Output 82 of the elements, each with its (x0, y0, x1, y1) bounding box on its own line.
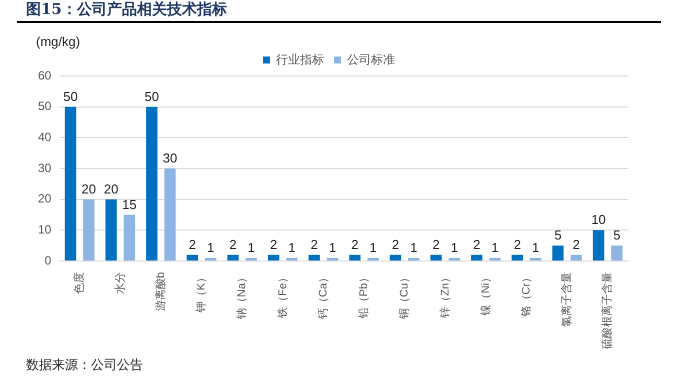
bar (570, 254, 582, 260)
x-tick-label: 氯离子含量 (560, 272, 574, 327)
y-tick-label: 40 (38, 130, 52, 144)
data-label: 5 (554, 228, 562, 243)
bar (204, 258, 216, 260)
bar (326, 258, 338, 260)
bar (489, 258, 501, 260)
bar (164, 168, 176, 260)
bar (552, 246, 564, 260)
y-tick-label: 50 (38, 99, 52, 114)
bar (512, 254, 523, 260)
x-tick-label: 铁（Fe） (276, 272, 289, 319)
x-tick-label: 镍（Ni） (480, 272, 492, 316)
data-label: 2 (188, 236, 196, 252)
data-label: 1 (370, 240, 377, 255)
legend-label: 公司标准 (347, 52, 395, 66)
data-label: 2 (392, 236, 400, 252)
x-tick-label: 游离酸b (154, 272, 167, 312)
bar (105, 199, 117, 260)
data-label: 50 (63, 88, 78, 104)
y-axis-title: (mg/kg) (36, 34, 80, 49)
data-label: 2 (310, 236, 318, 252)
x-tick-label: 钙（Ca） (317, 272, 330, 320)
bar (83, 199, 94, 260)
chart-title: 图15：公司产品相关技术指标 (26, 0, 227, 19)
data-label: 1 (491, 240, 499, 255)
bar (390, 254, 402, 260)
x-tick-label: 钾（K） (196, 272, 208, 314)
data-label: 1 (207, 240, 214, 255)
data-label: 2 (270, 236, 278, 252)
data-label: 50 (144, 88, 159, 104)
bar (349, 254, 361, 260)
y-tick-label: 30 (38, 160, 52, 175)
x-tick-label: 铜（Cu） (398, 272, 411, 320)
x-tick-label: 铬（Cr） (520, 272, 532, 318)
data-label: 1 (328, 240, 336, 255)
data-label: 2 (572, 236, 580, 252)
y-tick-label: 20 (38, 192, 52, 206)
x-tick-label: 水分 (113, 272, 126, 294)
bar (471, 254, 482, 260)
bar (286, 258, 298, 260)
data-label: 1 (450, 240, 458, 255)
data-label: 20 (104, 181, 118, 196)
data-label: 2 (351, 236, 358, 252)
data-label: 20 (82, 181, 96, 196)
data-label: 30 (162, 150, 178, 166)
data-label: 1 (532, 240, 540, 255)
data-label: 2 (514, 236, 521, 252)
bar (186, 254, 198, 260)
data-label: 1 (288, 240, 296, 255)
x-tick-label: 钠（Na） (236, 272, 248, 320)
bar (246, 258, 257, 260)
y-tick-label: 0 (44, 253, 52, 268)
bar (611, 246, 622, 260)
legend-label: 行业指标 (276, 52, 324, 66)
data-label: 2 (229, 236, 237, 252)
bar (367, 258, 379, 260)
source-note: 数据来源：公司公告 (26, 357, 143, 374)
data-label: 2 (473, 236, 480, 252)
x-tick-label: 硫酸根离子含量 (600, 272, 614, 349)
data-label: 1 (248, 240, 255, 255)
data-label: 2 (432, 236, 440, 252)
bar (592, 230, 604, 260)
data-label: 15 (122, 196, 137, 212)
x-tick-label: 铅（Pb） (358, 272, 370, 320)
y-tick-label: 60 (38, 68, 52, 82)
data-label: 10 (591, 212, 606, 228)
bar (64, 106, 76, 260)
bar (408, 258, 420, 260)
bar (268, 254, 280, 260)
bar (227, 254, 239, 260)
y-tick-label: 10 (38, 222, 52, 236)
bar (430, 254, 442, 260)
bar (448, 258, 460, 260)
x-tick-label: 锌（Zn） (438, 272, 452, 319)
data-label: 5 (613, 228, 620, 243)
data-label: 1 (410, 240, 418, 255)
bar (530, 258, 542, 260)
bar (124, 214, 136, 260)
bar (146, 106, 158, 260)
x-tick-label: 色度 (72, 272, 86, 294)
bar (308, 254, 320, 260)
